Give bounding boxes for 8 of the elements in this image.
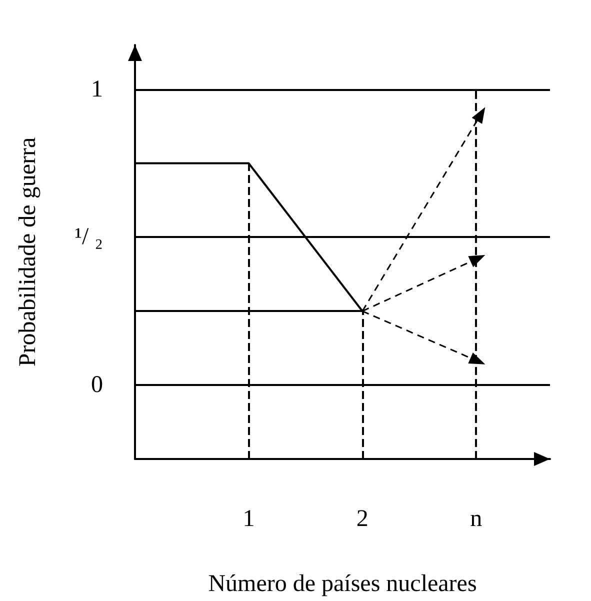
y-tick-label: 0 — [91, 372, 103, 398]
x-axis-title: Número de países nucleares — [208, 571, 477, 597]
y-tick-label: 1 — [91, 76, 103, 102]
x-tick-label: n — [470, 506, 482, 532]
y-axis-title: Probabilidade de guerra — [15, 137, 41, 367]
y-tick-label: ¹/ ₂ — [74, 224, 103, 250]
x-tick-label: 1 — [242, 506, 255, 532]
x-tick-label: 2 — [356, 506, 368, 532]
